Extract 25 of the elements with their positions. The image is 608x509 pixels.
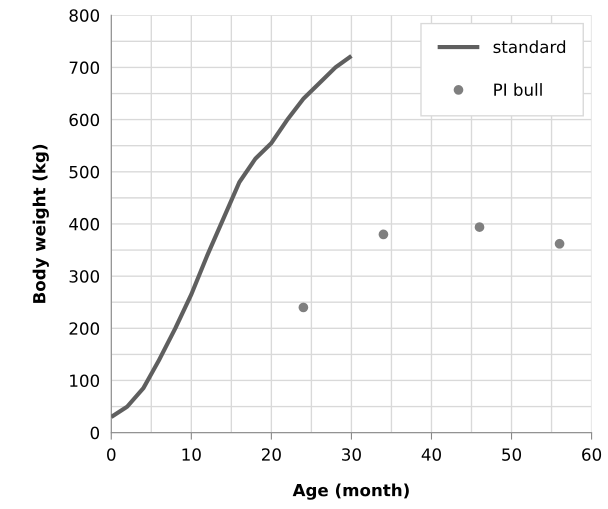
y-tick-label: 700 (70, 61, 100, 74)
y-axis-title: Body weight (kg) (32, 144, 49, 303)
point (298, 302, 308, 312)
y-tick-label: 800 (69, 9, 100, 22)
x-tick-label: 30 (342, 448, 361, 461)
legend-label: PI bull (494, 83, 542, 96)
x-tick-label: 0 (107, 448, 116, 461)
y-tick-label: 500 (70, 166, 100, 178)
x-axis-title: Age (month) (292, 484, 409, 500)
x-tick-label: 20 (262, 448, 281, 461)
y-tick-label: 0 (90, 426, 100, 440)
point (554, 238, 564, 249)
y-tick-label: 300 (70, 270, 100, 283)
legend-label: standard (494, 40, 566, 54)
x-tick-label: 50 (502, 448, 522, 461)
x-tick-label: 60 (582, 448, 602, 461)
y-tick-label: 200 (70, 322, 100, 335)
point (378, 230, 388, 240)
y-tick-label: 100 (70, 374, 100, 388)
y-tick-label: 400 (69, 218, 100, 231)
x-tick-label: 10 (182, 448, 201, 461)
x-tick-label: 40 (422, 448, 441, 461)
line-series (111, 54, 354, 420)
point (474, 222, 484, 232)
y-tick-label: 600 (70, 114, 100, 126)
